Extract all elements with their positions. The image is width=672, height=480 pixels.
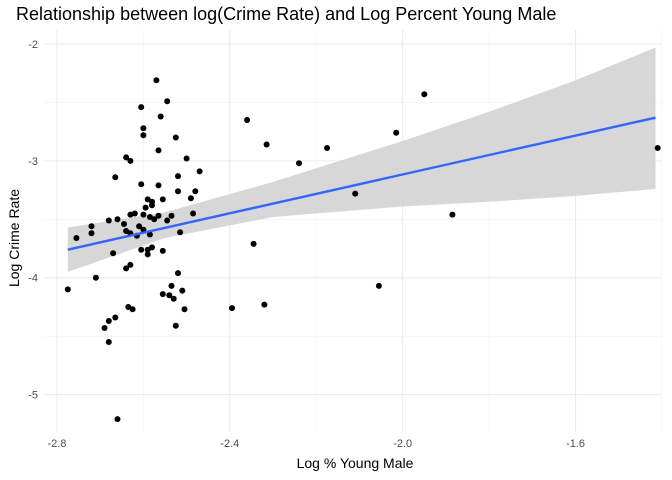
data-point [155,182,162,189]
data-point [142,204,149,211]
data-point [375,282,382,289]
data-point [123,154,130,161]
data-point [136,223,143,230]
data-point [140,125,147,132]
x-tick-label: -1.6 [566,438,585,450]
data-point [146,231,153,238]
data-point [159,247,166,254]
data-point [131,210,138,217]
data-point [175,270,181,277]
data-point [164,217,171,224]
data-point [129,306,136,313]
data-point [64,286,71,293]
data-point [244,117,251,123]
data-point [110,250,117,257]
data-point [183,155,190,162]
data-point [149,244,155,251]
data-point [192,188,199,195]
data-point [144,251,151,258]
data-point [296,160,302,167]
data-point [151,216,158,223]
x-axis-ticks: -2.8 -2.4 -2.0 -1.6 [47,438,585,450]
data-point [250,240,257,247]
data-point [175,173,181,180]
data-point [421,91,428,98]
data-point [138,181,145,188]
data-point [123,265,130,272]
data-point [73,235,80,241]
y-axis-label: Log Crime Rate [6,188,22,288]
data-point [168,282,175,289]
data-point [155,147,162,154]
data-point [187,195,194,202]
x-tick-label: -2.4 [220,438,239,450]
data-point [159,291,166,298]
data-point [393,129,400,136]
data-point [324,145,331,151]
data-point [263,141,270,148]
major-gridlines [44,30,662,432]
data-point [229,305,235,312]
data-point [166,292,173,299]
data-point [138,104,145,111]
data-point [121,221,127,227]
data-point [196,168,203,175]
data-point [261,301,268,308]
data-points [64,77,661,423]
x-tick-label: -2.8 [47,438,66,450]
data-point [179,287,186,294]
data-point [112,314,119,321]
data-point [155,212,162,219]
data-point [164,98,171,105]
chart-title: Relationship between log(Crime Rate) and… [16,4,557,24]
x-axis-label: Log % Young Male [296,455,414,471]
data-point [153,77,160,84]
data-point [140,211,147,218]
fit-line-layer [67,116,656,251]
data-point [101,325,108,331]
y-tick-label: -4 [28,273,38,285]
data-point [149,202,155,209]
data-point [170,295,177,302]
data-point [127,157,134,164]
y-tick-label: -2 [28,39,38,51]
data-point [105,318,112,324]
data-point [92,274,99,281]
data-point [449,211,456,218]
data-point [88,223,95,230]
fit-line [67,116,656,251]
data-point [172,322,179,329]
data-point [172,134,179,141]
y-axis-ticks: -2 -3 -4 -5 [28,39,38,402]
data-point [112,174,119,181]
data-point [157,113,164,120]
data-point [140,132,147,139]
y-tick-label: -5 [28,390,38,402]
data-point [138,246,145,253]
data-point [175,188,181,195]
data-point [159,196,166,203]
data-point [181,306,188,313]
data-point [177,229,184,236]
data-point [127,261,134,268]
data-point [168,212,175,219]
data-point [114,216,121,223]
x-tick-label: -2.0 [393,438,412,450]
data-point [105,217,112,224]
y-tick-label: -3 [28,156,38,168]
data-point [114,416,121,423]
data-point [352,190,359,197]
data-point [190,210,197,217]
data-point [105,339,112,345]
data-point [88,230,95,237]
data-point [654,145,661,151]
